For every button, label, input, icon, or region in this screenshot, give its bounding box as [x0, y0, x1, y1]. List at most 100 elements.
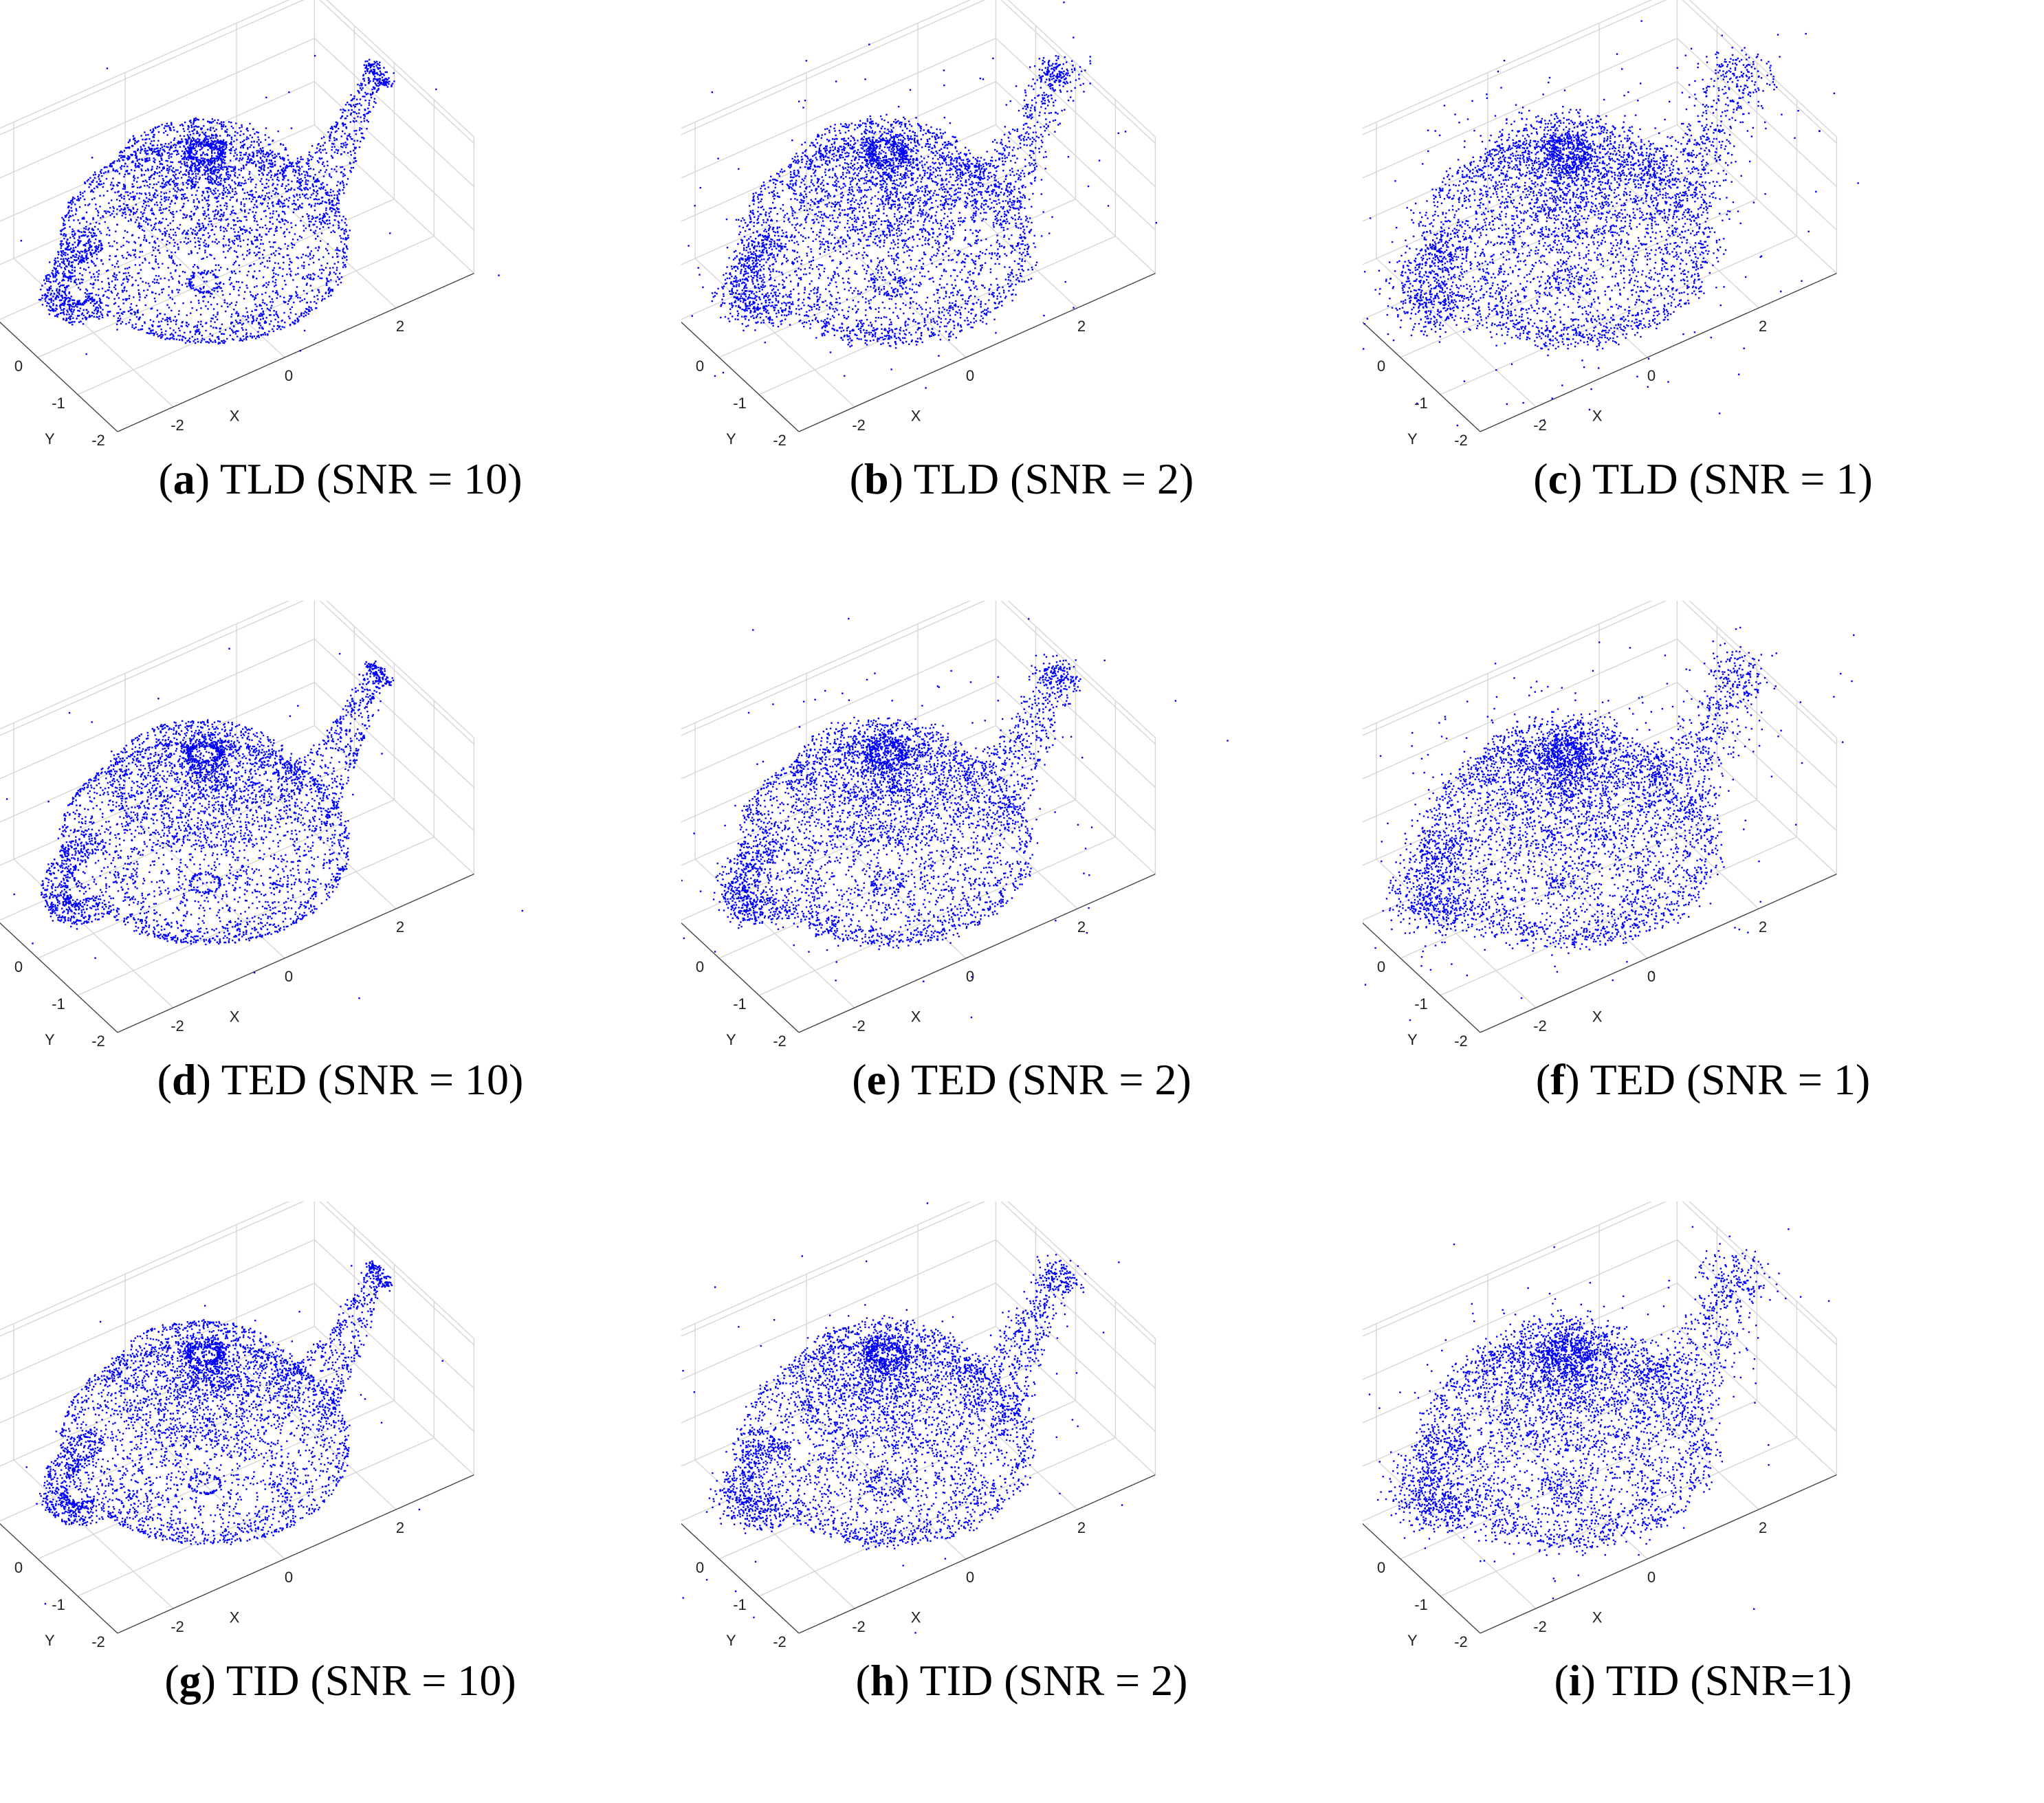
- data-point: [190, 168, 192, 170]
- data-point: [181, 284, 184, 286]
- data-point: [159, 171, 161, 173]
- data-point: [285, 175, 287, 177]
- data-point: [89, 183, 91, 185]
- data-point: [161, 289, 163, 291]
- data-point: [300, 206, 303, 208]
- data-point: [264, 156, 266, 158]
- data-point: [88, 186, 90, 188]
- data-point: [241, 145, 243, 147]
- data-point: [211, 152, 213, 154]
- data-point: [353, 118, 355, 120]
- data-point: [388, 77, 390, 79]
- data-point: [78, 260, 81, 262]
- data-point: [132, 161, 134, 164]
- data-point: [81, 217, 84, 219]
- data-point: [191, 232, 193, 234]
- data-point: [254, 286, 256, 288]
- data-point: [140, 225, 142, 228]
- data-point: [254, 254, 257, 257]
- data-point: [269, 217, 272, 219]
- data-point: [206, 153, 208, 155]
- data-point: [150, 175, 152, 177]
- data-point: [278, 325, 281, 327]
- data-point: [319, 158, 321, 160]
- data-point: [224, 256, 227, 258]
- data-point: [189, 281, 191, 283]
- data-point: [205, 136, 207, 138]
- data-point: [87, 297, 89, 300]
- data-point: [221, 155, 223, 158]
- data-point: [212, 134, 215, 137]
- data-point: [216, 157, 219, 160]
- data-point: [174, 302, 176, 305]
- data-point: [232, 166, 234, 168]
- data-point: [267, 196, 270, 198]
- data-point: [140, 192, 142, 195]
- data-point: [199, 177, 201, 179]
- data-point: [285, 166, 287, 168]
- data-point: [242, 198, 245, 200]
- data-point: [232, 170, 234, 173]
- data-point: [220, 151, 222, 153]
- data-point: [136, 141, 138, 143]
- data-point: [167, 146, 169, 148]
- data-point: [123, 278, 125, 280]
- data-point: [207, 138, 209, 140]
- data-point: [237, 330, 239, 332]
- data-point: [320, 157, 323, 159]
- data-point: [199, 138, 201, 141]
- data-point: [365, 64, 367, 67]
- data-point: [262, 174, 264, 176]
- data-point: [140, 277, 142, 280]
- data-point: [331, 204, 333, 206]
- data-point: [170, 320, 172, 322]
- data-point: [137, 177, 139, 179]
- data-point: [313, 176, 315, 179]
- data-point: [366, 119, 368, 122]
- data-point: [72, 230, 74, 233]
- data-point: [214, 275, 217, 277]
- data-point: [296, 160, 299, 162]
- data-point: [95, 247, 97, 249]
- data-point: [173, 171, 175, 173]
- data-point: [210, 168, 212, 170]
- data-point: [289, 273, 292, 276]
- data-point: [194, 245, 197, 248]
- data-point: [190, 219, 193, 221]
- data-point: [65, 248, 67, 250]
- data-point: [213, 130, 216, 132]
- data-point: [58, 294, 61, 296]
- data-point: [171, 255, 173, 257]
- data-point: [213, 169, 215, 172]
- data-point: [274, 160, 276, 163]
- data-point: [164, 231, 166, 233]
- data-point: [101, 314, 104, 316]
- data-point: [149, 142, 152, 145]
- data-point: [188, 176, 190, 178]
- data-point: [326, 184, 328, 186]
- data-point: [230, 170, 232, 173]
- data-point: [98, 251, 100, 253]
- data-point: [317, 275, 320, 278]
- data-point: [162, 233, 164, 235]
- data-point: [124, 213, 127, 216]
- data-point: [281, 275, 284, 277]
- data-point: [225, 186, 228, 189]
- data-point: [143, 289, 145, 291]
- data-point: [201, 154, 203, 156]
- data-point: [342, 250, 344, 253]
- data-point: [222, 140, 224, 143]
- data-point: [215, 142, 217, 144]
- data-point: [68, 313, 70, 316]
- data-point: [195, 330, 197, 332]
- data-point: [152, 329, 154, 331]
- data-point: [268, 228, 271, 230]
- data-point: [318, 187, 320, 189]
- data-point: [131, 324, 133, 327]
- data-point: [239, 270, 241, 273]
- data-point: [351, 109, 353, 111]
- data-point: [143, 145, 145, 147]
- data-point: [50, 299, 52, 301]
- data-point: [243, 133, 245, 135]
- data-point: [263, 265, 266, 267]
